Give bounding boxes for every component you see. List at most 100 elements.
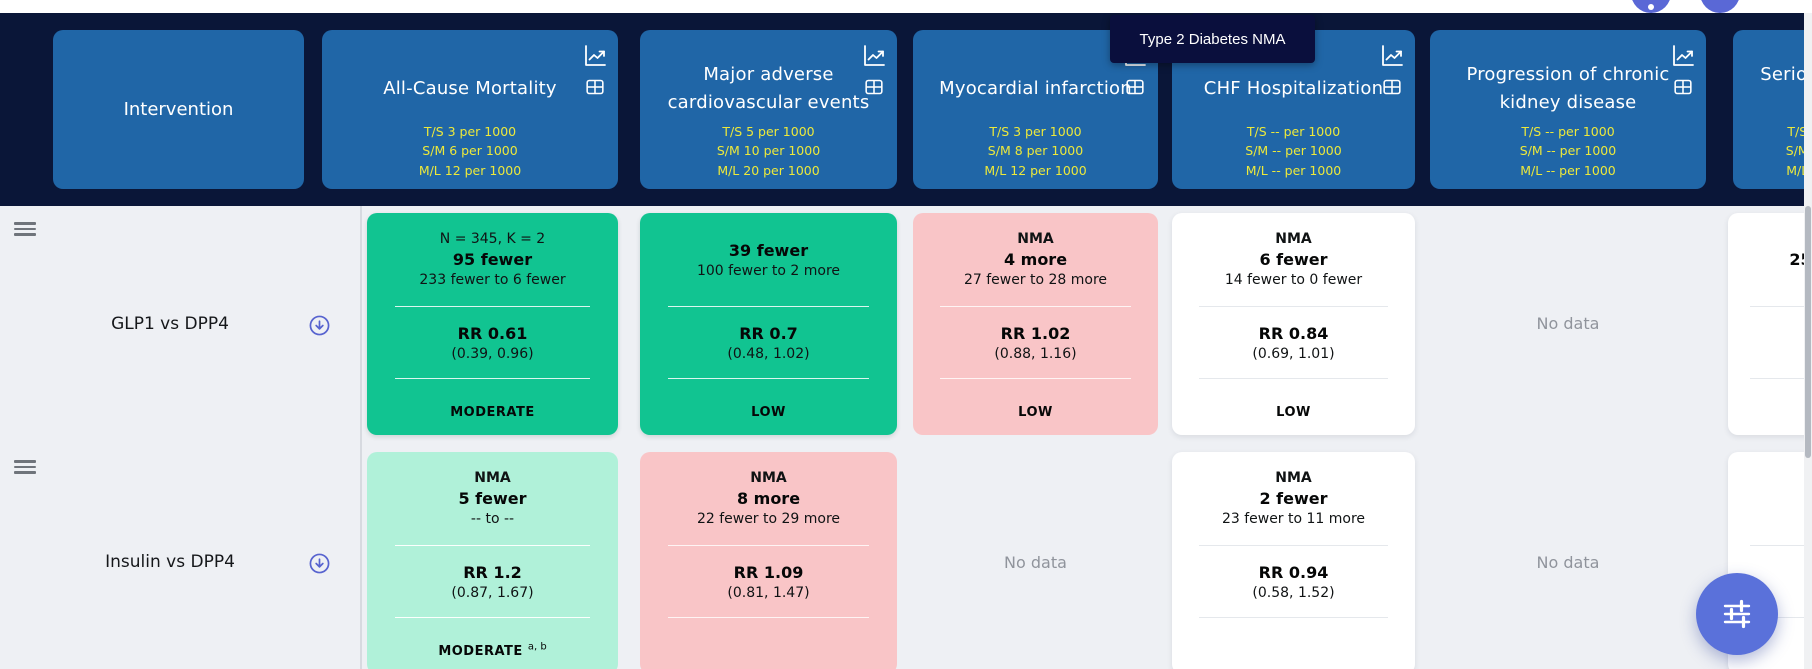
cell-glp1-all-cause-mortality[interactable]: N = 345, K = 2 95 fewer 233 fewer to 6 f… <box>367 213 618 435</box>
cell-glp1-mace[interactable]: 39 fewer 100 fewer to 2 more RR 0.7 (0.4… <box>640 213 897 435</box>
cell-ci: (0.39, 0.96) <box>451 345 534 362</box>
row-drag-handle[interactable] <box>14 222 36 236</box>
outcome-title: Myocardial infarction <box>939 78 1132 99</box>
cell-divider <box>1198 306 1389 307</box>
cell-divider <box>1198 617 1389 618</box>
cell-certainty: LOW <box>751 405 786 420</box>
cell-rr: RR 0.84 <box>1258 323 1329 343</box>
cell-effect: 39 fewer <box>728 240 809 260</box>
certainty-footnote: a, b <box>527 641 547 653</box>
filter-settings-fab[interactable] <box>1696 573 1778 655</box>
table-view-icon[interactable] <box>1381 77 1403 97</box>
cell-effect: 5 fewer <box>458 489 527 508</box>
cell-range: 14 fewer to 0 fewer <box>1224 272 1363 288</box>
table-view-icon[interactable] <box>1672 77 1694 97</box>
baseline-rates: T/S 3 per 1000 S/M 8 per 1000 M/L 12 per… <box>913 122 1158 181</box>
table-view-icon[interactable] <box>863 77 885 97</box>
row-label-insulin-vs-dpp4: Insulin vs DPP4 <box>105 552 235 572</box>
rate-line: S/M -- per 1000 <box>1519 143 1617 158</box>
help-icon <box>1648 4 1654 10</box>
account-circle-button[interactable] <box>1700 0 1740 13</box>
top-strip <box>0 0 1812 13</box>
rate-line: T/S -- per 1000 <box>1787 123 1812 139</box>
cell-certainty: MODERATE a, b <box>438 641 547 659</box>
cell-divider <box>668 378 869 379</box>
cell-effect: 2 fewer <box>1259 489 1328 508</box>
chart-view-icon[interactable] <box>1670 44 1696 68</box>
cell-rr: RR 0.94 <box>1258 562 1329 582</box>
cell-glp1-chf-hospitalization[interactable]: NMA 6 fewer 14 fewer to 0 fewer RR 0.84 … <box>1172 213 1415 435</box>
cell-glp1-myocardial-infarction[interactable]: NMA 4 more 27 fewer to 28 more RR 1.02 (… <box>913 213 1158 435</box>
cell-ci: (0.87, 1.67) <box>451 584 534 601</box>
chart-view-icon[interactable] <box>582 44 608 68</box>
cell-effect: 95 fewer <box>452 250 533 269</box>
cell-divider <box>939 306 1132 307</box>
nma-tooltip: Type 2 Diabetes NMA <box>1110 6 1315 63</box>
cell-range: -- to -- <box>470 511 515 527</box>
cell-rr: RR 0.61 <box>457 323 528 343</box>
rate-line: T/S -- per 1000 <box>1521 123 1615 139</box>
cell-range: 27 fewer to 28 more <box>963 272 1108 288</box>
rate-line: M/L 20 per 1000 <box>717 162 820 178</box>
rate-line: S/M 8 per 1000 <box>987 143 1084 158</box>
cell-nma-label: NMA <box>750 470 787 486</box>
cell-insulin-mace[interactable]: NMA 8 more 22 fewer to 29 more RR 1.09 (… <box>640 452 897 669</box>
intervention-header-label: Intervention <box>123 99 234 120</box>
cell-insulin-progression-ckd-nodata: No data <box>1536 553 1600 572</box>
cell-divider <box>1750 306 1812 307</box>
cell-insulin-myocardial-infarction-nodata: No data <box>1004 553 1067 572</box>
cell-rr: RR 1.02 <box>1000 323 1071 343</box>
cell-divider <box>668 617 869 618</box>
cell-divider <box>1198 545 1389 546</box>
baseline-rates: T/S -- per 1000 S/M -- per 1000 M/L -- p… <box>1172 122 1415 181</box>
outcome-header-progression-ckd[interactable]: Progression of chronic kidney disease T/… <box>1430 30 1706 189</box>
expand-row-arrow-icon[interactable] <box>309 315 330 336</box>
cell-ci: (0.58, 1.52) <box>1252 584 1335 601</box>
vertical-scrollbar-thumb[interactable] <box>1805 206 1811 458</box>
cell-effect: 8 more <box>736 489 801 508</box>
cell-rr: RR 1.2 <box>463 562 522 582</box>
rate-line: M/L -- per 1000 <box>1786 162 1812 178</box>
cell-effect: 6 fewer <box>1259 250 1328 269</box>
chart-view-icon[interactable] <box>861 44 887 68</box>
row-drag-handle[interactable] <box>14 460 36 474</box>
rate-line: S/M -- per 1000 <box>1785 143 1812 158</box>
rate-line: M/L -- per 1000 <box>1520 162 1616 178</box>
cell-certainty: LOW <box>1276 405 1311 420</box>
outcome-title: Serious adverse events <box>1760 64 1812 113</box>
cell-range: 233 fewer to 6 fewer <box>419 272 566 288</box>
cell-divider <box>1750 378 1812 379</box>
cell-range: 3 more <box>1728 511 1812 527</box>
cell-certainty: LOW <box>1018 405 1053 420</box>
rate-line: T/S -- per 1000 <box>1246 123 1341 139</box>
rate-line: M/L 12 per 1000 <box>984 162 1087 178</box>
rate-line: T/S 3 per 1000 <box>423 123 517 139</box>
cell-glp1-serious-adverse-events[interactable]: 25 fewer <box>1728 213 1812 435</box>
baseline-rates: T/S 5 per 1000 S/M 10 per 1000 M/L 20 pe… <box>640 122 897 181</box>
cell-divider <box>394 378 591 379</box>
cell-nma-label: NMA <box>1275 470 1312 486</box>
outcome-header-mace[interactable]: Major adverse cardiovascular events T/S … <box>640 30 897 189</box>
cell-insulin-chf-hospitalization[interactable]: NMA 2 fewer 23 fewer to 11 more RR 0.94 … <box>1172 452 1415 669</box>
rate-line: M/L -- per 1000 <box>1245 162 1342 178</box>
rate-line: S/M 10 per 1000 <box>716 143 821 158</box>
cell-n-k: N = 345, K = 2 <box>439 231 546 247</box>
cell-glp1-progression-ckd-nodata: No data <box>1536 314 1600 333</box>
help-circle-button[interactable] <box>1631 0 1671 13</box>
cell-ci: (0.48, 1.02) <box>727 345 810 362</box>
table-view-icon[interactable] <box>584 77 606 97</box>
outcome-header-serious-adverse-events[interactable]: Serious adverse events T/S -- per 1000 S… <box>1733 30 1812 189</box>
expand-row-arrow-icon[interactable] <box>309 553 330 574</box>
outcome-header-all-cause-mortality[interactable]: All-Cause Mortality T/S 3 per 1000 S/M 6… <box>322 30 618 189</box>
rate-line: M/L 12 per 1000 <box>418 162 522 178</box>
cell-divider <box>668 306 869 307</box>
cell-range: 22 fewer to 29 more <box>696 511 841 527</box>
cell-effect: 25 fewer <box>1789 250 1812 269</box>
chart-view-icon[interactable] <box>1379 44 1405 68</box>
cell-divider <box>939 378 1132 379</box>
cell-ci: (0.81, 1.47) <box>727 584 810 601</box>
cell-insulin-all-cause-mortality[interactable]: NMA 5 fewer -- to -- RR 1.2 (0.87, 1.67)… <box>367 452 618 669</box>
table-view-icon[interactable] <box>1124 77 1146 97</box>
rate-line: T/S 5 per 1000 <box>722 123 815 139</box>
